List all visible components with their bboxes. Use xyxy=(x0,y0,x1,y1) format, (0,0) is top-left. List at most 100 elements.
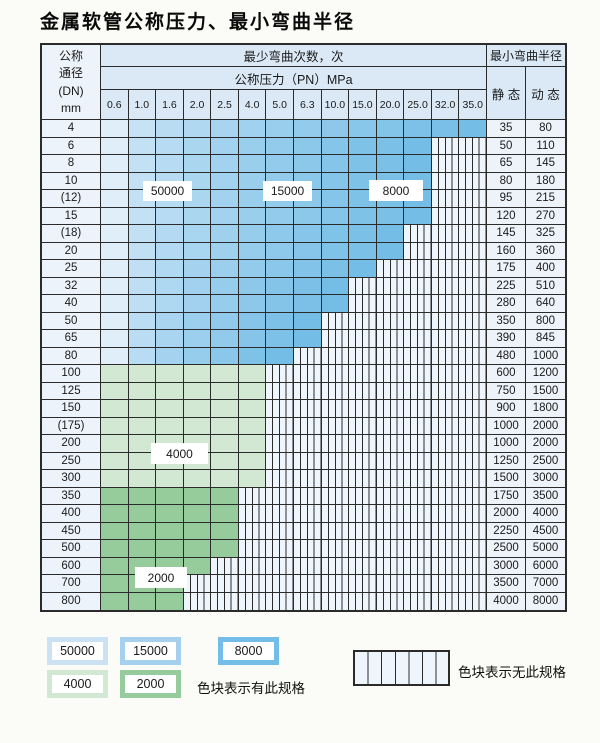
dn-cell: 125 xyxy=(42,382,101,400)
dynamic-value-cell: 1000 xyxy=(525,347,565,365)
legend-available-note: 色块表示有此规格 xyxy=(197,681,305,696)
no-spec-cell xyxy=(459,592,487,610)
legend-label-50000: 50000 xyxy=(52,642,103,660)
spec-cell xyxy=(128,522,157,540)
dynamic-value-cell: 4000 xyxy=(525,505,565,523)
dynamic-value-cell: 2000 xyxy=(525,417,565,435)
static-value-cell: 2250 xyxy=(486,522,526,540)
no-spec-cell xyxy=(404,242,432,260)
no-spec-cell xyxy=(431,470,460,488)
radius-header-cell: 最小弯曲半径 xyxy=(487,45,565,67)
pressure-tick: 4.0 xyxy=(238,90,267,120)
spec-cell xyxy=(101,417,129,435)
no-spec-cell xyxy=(431,295,460,313)
no-spec-cell xyxy=(293,487,322,505)
spec-cell xyxy=(266,225,294,243)
spec-cell xyxy=(376,242,405,260)
no-spec-cell xyxy=(349,417,377,435)
spec-cell xyxy=(101,540,129,558)
spec-cell xyxy=(349,137,377,155)
spec-cell xyxy=(238,400,267,418)
spec-cell xyxy=(211,540,239,558)
table-row: 800 4000 8000 xyxy=(42,592,565,610)
spec-cell xyxy=(101,207,129,225)
no-spec-cell xyxy=(349,452,377,470)
dynamic-value-cell: 8000 xyxy=(525,592,565,610)
spec-cell xyxy=(238,382,267,400)
spec-cell xyxy=(101,557,129,575)
static-value-cell: 280 xyxy=(486,295,526,313)
static-value-cell: 1750 xyxy=(486,487,526,505)
spec-cell xyxy=(349,260,377,278)
spec-cell xyxy=(128,592,157,610)
spec-cell xyxy=(156,592,184,610)
spec-cell xyxy=(156,417,184,435)
no-spec-cell xyxy=(431,400,460,418)
table-row: 4 35 80 xyxy=(42,120,565,138)
dn-cell: 800 xyxy=(42,592,101,610)
no-spec-cell xyxy=(431,190,460,208)
spec-cell xyxy=(183,137,212,155)
no-spec-cell xyxy=(266,505,294,523)
no-spec-cell xyxy=(431,417,460,435)
spec-cell xyxy=(128,505,157,523)
spec-cell xyxy=(101,312,129,330)
table-row: 700 3500 7000 xyxy=(42,575,565,593)
table-row: 400 2000 4000 xyxy=(42,505,565,523)
no-spec-cell xyxy=(349,400,377,418)
dynamic-value-cell: 1500 xyxy=(525,382,565,400)
no-spec-cell xyxy=(321,540,350,558)
spec-cell xyxy=(211,417,239,435)
spec-cell xyxy=(211,242,239,260)
pressure-tick: 1.6 xyxy=(156,90,184,120)
spec-cell xyxy=(266,137,294,155)
no-spec-cell xyxy=(459,487,487,505)
no-spec-cell xyxy=(404,557,432,575)
no-spec-cell xyxy=(238,540,267,558)
no-spec-cell xyxy=(321,347,350,365)
no-spec-cell xyxy=(349,470,377,488)
table-row: 80 480 1000 xyxy=(42,347,565,365)
no-spec-cell xyxy=(431,137,460,155)
no-spec-cell xyxy=(376,522,405,540)
no-spec-cell xyxy=(431,330,460,348)
no-spec-cell xyxy=(266,575,294,593)
spec-cell xyxy=(101,522,129,540)
no-spec-cell xyxy=(404,382,432,400)
spec-cell xyxy=(101,592,129,610)
legend-label-4000: 4000 xyxy=(52,675,103,693)
no-spec-cell xyxy=(459,137,487,155)
no-spec-cell xyxy=(266,417,294,435)
spec-cell xyxy=(183,540,212,558)
no-spec-cell xyxy=(321,330,350,348)
no-spec-cell xyxy=(293,400,322,418)
spec-cell xyxy=(321,295,350,313)
legend-label-2000: 2000 xyxy=(125,675,176,693)
static-value-cell: 95 xyxy=(486,190,526,208)
spec-cell xyxy=(349,207,377,225)
no-spec-cell xyxy=(266,452,294,470)
no-spec-cell xyxy=(459,295,487,313)
spec-cell xyxy=(101,120,129,138)
no-spec-cell xyxy=(376,505,405,523)
no-spec-cell xyxy=(431,172,460,190)
dn-cell: 300 xyxy=(42,470,101,488)
no-spec-cell xyxy=(376,557,405,575)
table-body: 4 35 80 6 50 110 8 65 145 10 80 180 (12) 95 215 15 120 27… xyxy=(42,120,565,610)
legend-label-8000: 8000 xyxy=(223,642,274,660)
dynamic-value-cell: 800 xyxy=(525,312,565,330)
table-row: 50 350 800 xyxy=(42,312,565,330)
dynamic-value-cell: 1800 xyxy=(525,400,565,418)
spec-cell xyxy=(349,242,377,260)
spec-cell xyxy=(101,365,129,383)
dn-cell: 25 xyxy=(42,260,101,278)
spec-cell xyxy=(321,225,350,243)
spec-cell xyxy=(238,295,267,313)
dynamic-header-cell: 动 态 xyxy=(526,67,565,120)
spec-cell xyxy=(266,330,294,348)
legend-box-2000: 2000 xyxy=(120,670,181,698)
spec-cell xyxy=(349,225,377,243)
spec-cell xyxy=(156,522,184,540)
dynamic-value-cell: 7000 xyxy=(525,575,565,593)
spec-cell xyxy=(156,207,184,225)
